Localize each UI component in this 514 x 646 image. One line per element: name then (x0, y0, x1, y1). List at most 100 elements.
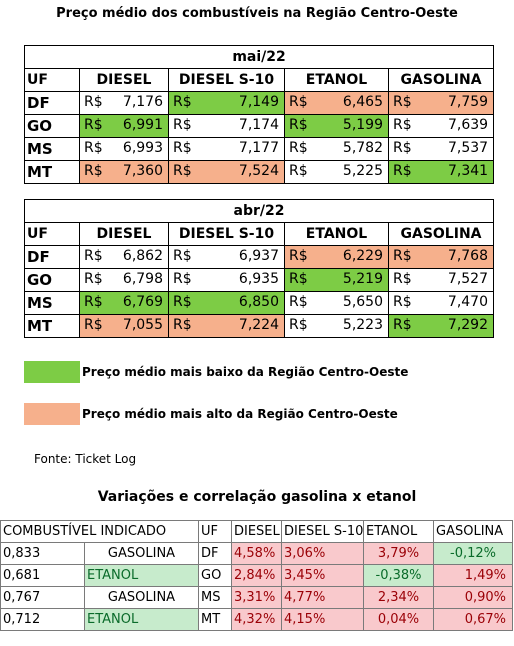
uf-cell: GO (198, 564, 232, 587)
price-cell-highest: R$ 7,224 (168, 314, 285, 338)
legend-swatch-highest (24, 403, 80, 425)
legend-label-highest: Preço médio mais alto da Região Centro-O… (82, 407, 398, 421)
price-cell: R$ 7,639 (387, 114, 495, 138)
variation-cell: 2,34% (363, 586, 434, 609)
variation-cell: -0,12% (433, 542, 513, 565)
col-header-uf: UF (24, 68, 80, 92)
price-cell-lowest: R$ 7,149 (168, 91, 285, 115)
price-cell-highest: R$ 7,360 (79, 160, 169, 184)
variation-cell: 4,58% (231, 542, 282, 565)
variation-cell: 4,77% (281, 586, 364, 609)
col-header-etanol: ETANOL (284, 222, 389, 246)
price-cell: R$ 5,782 (284, 137, 389, 161)
variation-cell: 3,06% (281, 542, 364, 565)
price-cell-highest: R$ 7,768 (387, 245, 495, 269)
price-cell: R$ 5,650 (284, 291, 389, 315)
price-cell: R$ 7,177 (168, 137, 285, 161)
indicated-fuel-cell: ETANOL (84, 564, 199, 587)
ratio-cell: 0,833 (0, 542, 85, 565)
price-cell-lowest: R$ 5,219 (284, 268, 389, 292)
ratio-cell: 0,712 (0, 608, 85, 631)
col-header-etanol: ETANOL (284, 68, 389, 92)
price-cell-highest: R$ 7,524 (168, 160, 285, 184)
uf-cell: MS (24, 291, 80, 315)
indicated-fuel-cell: GASOLINA (84, 586, 199, 609)
table-row: 0,681 ETANOL GO 2,84% 3,45% -0,38% 1,49% (0, 564, 513, 587)
price-cell: R$ 5,225 (284, 160, 389, 184)
variation-cell: 4,15% (281, 608, 364, 631)
uf-cell: MT (24, 314, 80, 338)
variation-cell: -0,38% (363, 564, 434, 587)
variation-cell: 2,84% (231, 564, 282, 587)
col-header-diesel: DIESEL (79, 222, 169, 246)
price-cell: R$ 7,527 (387, 268, 495, 292)
col-header-indicated: COMBUSTÍVEL INDICADO (0, 520, 199, 543)
price-cell: R$ 7,176 (79, 91, 169, 115)
col-header-gasolina: GASOLINA (433, 520, 513, 543)
uf-cell: MT (198, 608, 232, 631)
price-cell: R$ 6,935 (168, 268, 285, 292)
variation-cell: 3,79% (363, 542, 434, 565)
table-row: DF R$ 7,176 R$ 7,149 R$ 6,465 R$ 7,759 (24, 91, 495, 115)
price-cell-highest: R$ 6,229 (284, 245, 389, 269)
col-header-diesel-s10: DIESEL S-10 (281, 520, 364, 543)
col-header-uf: UF (24, 222, 80, 246)
col-header-etanol: ETANOL (363, 520, 434, 543)
uf-cell: DF (198, 542, 232, 565)
price-cell: R$ 6,937 (168, 245, 285, 269)
price-cell-lowest: R$ 5,199 (284, 114, 389, 138)
variation-cell: 4,32% (231, 608, 282, 631)
indicated-fuel-cell: ETANOL (84, 608, 199, 631)
table-row: DF R$ 6,862 R$ 6,937 R$ 6,229 R$ 7,768 (24, 245, 495, 269)
price-cell: R$ 7,537 (387, 137, 495, 161)
uf-cell: DF (24, 245, 80, 269)
indicated-fuel-cell: GASOLINA (84, 542, 199, 565)
price-cell-lowest: R$ 6,850 (168, 291, 285, 315)
price-cell-lowest: R$ 6,769 (79, 291, 169, 315)
col-header-uf: UF (198, 520, 232, 543)
uf-cell: GO (24, 268, 80, 292)
variation-cell: 3,31% (231, 586, 282, 609)
month-header: abr/22 (23, 199, 495, 223)
table-row: MT R$ 7,055 R$ 7,224 R$ 5,223 R$ 7,292 (24, 314, 495, 338)
col-header-diesel: DIESEL (79, 68, 169, 92)
variation-cell: 0,90% (433, 586, 513, 609)
uf-cell: MS (24, 137, 80, 161)
table-row: MS R$ 6,769 R$ 6,850 R$ 5,650 R$ 7,470 (24, 291, 495, 315)
table-row: 0,712 ETANOL MT 4,32% 4,15% 0,04% 0,67% (0, 608, 513, 631)
variation-cell: 0,04% (363, 608, 434, 631)
legend-swatch-lowest (24, 361, 80, 383)
price-cell-highest: R$ 7,055 (79, 314, 169, 338)
legend-label-lowest: Preço médio mais baixo da Região Centro-… (82, 365, 409, 379)
price-cell-lowest: R$ 7,341 (387, 160, 495, 184)
table-row: MT R$ 7,360 R$ 7,524 R$ 5,225 R$ 7,341 (24, 160, 495, 184)
uf-cell: GO (24, 114, 80, 138)
price-cell: R$ 7,470 (387, 291, 495, 315)
page-title: Preço médio dos combustíveis na Região C… (56, 6, 458, 21)
ratio-cell: 0,681 (0, 564, 85, 587)
variation-cell: 0,67% (433, 608, 513, 631)
col-header-diesel: DIESEL (231, 520, 282, 543)
price-cell: R$ 6,798 (79, 268, 169, 292)
price-cell-lowest: R$ 7,292 (387, 314, 495, 338)
variation-cell: 3,45% (281, 564, 364, 587)
price-cell: R$ 6,862 (79, 245, 169, 269)
col-header-diesel-s10: DIESEL S-10 (168, 222, 285, 246)
table-row: 0,833 GASOLINA DF 4,58% 3,06% 3,79% -0,1… (0, 542, 513, 565)
uf-cell: MT (24, 160, 80, 184)
uf-cell: DF (24, 91, 80, 115)
price-cell: R$ 5,223 (284, 314, 389, 338)
ratio-cell: 0,767 (0, 586, 85, 609)
price-cell-highest: R$ 6,465 (284, 91, 389, 115)
price-table-may: mai/22 UF DIESEL DIESEL S-10 ETANOL GASO… (23, 45, 495, 184)
price-table-april: abr/22 UF DIESEL DIESEL S-10 ETANOL GASO… (23, 199, 495, 338)
month-header: mai/22 (23, 45, 495, 69)
table-row: MS R$ 6,993 R$ 7,177 R$ 5,782 R$ 7,537 (24, 137, 495, 161)
price-cell: R$ 7,174 (168, 114, 285, 138)
col-header-gasolina: GASOLINA (387, 68, 495, 92)
correlation-table: COMBUSTÍVEL INDICADO UF DIESEL DIESEL S-… (0, 520, 513, 631)
table-row: 0,767 GASOLINA MS 3,31% 4,77% 2,34% 0,90… (0, 586, 513, 609)
col-header-diesel-s10: DIESEL S-10 (168, 68, 285, 92)
price-cell-lowest: R$ 6,991 (79, 114, 169, 138)
section-title: Variações e correlação gasolina x etanol (97, 489, 417, 505)
